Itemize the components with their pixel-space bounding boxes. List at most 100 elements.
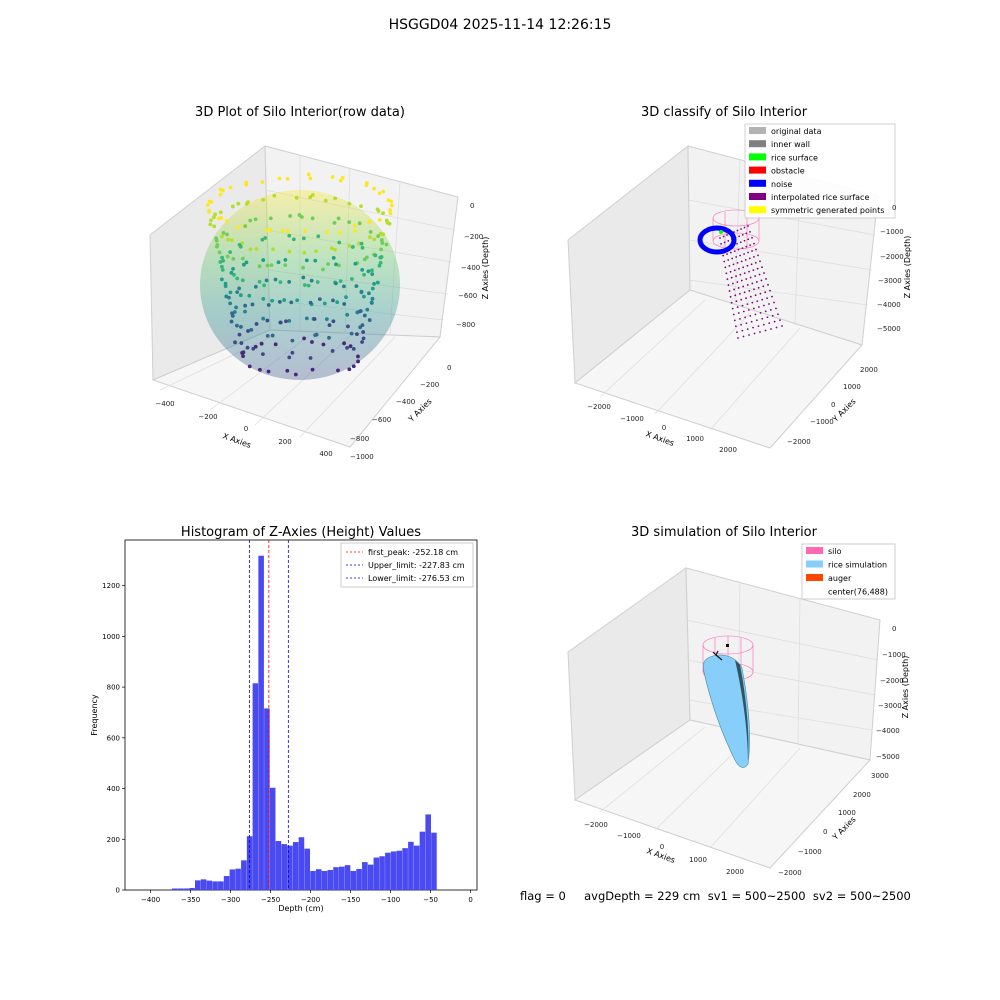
raw-point: [313, 258, 318, 263]
histogram-x-tick-label: −150: [341, 896, 360, 904]
raw-point: [358, 325, 363, 330]
histogram-bar: [350, 870, 357, 890]
interpolated-point: [726, 253, 728, 256]
raw-point: [269, 263, 274, 267]
interpolated-point: [745, 322, 748, 325]
histogram-bar: [333, 867, 339, 890]
raw-point: [347, 220, 352, 225]
interpolated-point: [760, 279, 763, 282]
raw-point: [332, 220, 337, 225]
interpolated-point: [751, 236, 753, 239]
sim-zlabel: Z Axies (Depth): [901, 656, 910, 719]
interpolated-point: [756, 267, 759, 270]
histogram-bar: [252, 683, 259, 890]
interpolated-point: [724, 266, 727, 269]
raw-point: [308, 176, 313, 181]
histogram-x-tick-label: −400: [141, 896, 160, 904]
raw-point: [360, 267, 365, 272]
interpolated-point: [740, 228, 742, 230]
interpolated-point: [739, 254, 742, 257]
raw-point: [353, 228, 357, 233]
raw-point: [356, 359, 360, 364]
legend-label: symmetric generated points: [771, 206, 884, 215]
raw-point: [326, 262, 330, 266]
raw-point: [327, 335, 331, 340]
raw-point: [216, 216, 221, 221]
raw-point: [302, 250, 307, 255]
raw-point: [354, 284, 359, 289]
histogram-bar: [425, 814, 431, 890]
interpolated-point: [736, 331, 738, 334]
interpolated-point: [766, 316, 769, 319]
interpolated-point: [729, 295, 732, 298]
raw-point: [248, 218, 253, 223]
raw-point: [261, 352, 265, 357]
raw-point: [221, 258, 226, 263]
histogram-bar: [367, 864, 374, 890]
histogram-x-tick-label: −200: [301, 896, 320, 904]
raw-point: [219, 277, 224, 282]
interpolated-point: [729, 270, 732, 273]
interpolated-point: [749, 230, 751, 233]
raw-point: [213, 212, 218, 217]
raw-ztick: −800: [456, 321, 475, 329]
classify-ztick: −5000: [877, 325, 901, 333]
interpolated-point: [751, 282, 754, 285]
raw-point: [229, 238, 234, 243]
raw-point: [388, 208, 392, 213]
raw-point: [207, 209, 211, 214]
raw-point: [336, 216, 341, 221]
raw-point: [235, 276, 240, 281]
sim-ytick: 0: [823, 828, 827, 836]
histogram-legend-label: Upper_limit: -227.83 cm: [368, 561, 465, 570]
raw-point: [356, 354, 360, 359]
histogram-legend-label: Lower_limit: -276.53 cm: [368, 574, 465, 583]
raw-point: [364, 183, 369, 188]
histogram-bar: [413, 845, 420, 890]
raw-point: [220, 267, 225, 272]
raw-point: [361, 336, 366, 341]
raw-point: [369, 300, 374, 305]
raw-point: [375, 280, 380, 285]
interpolated-point: [727, 284, 730, 286]
interpolated-point: [728, 265, 731, 267]
raw-point: [331, 298, 335, 303]
histogram-bar: [310, 870, 316, 890]
interpolated-point: [719, 237, 721, 239]
classify-zlabel: Z Axies (Depth): [903, 236, 912, 299]
raw-point: [218, 260, 223, 264]
interpolated-point: [736, 242, 738, 245]
raw-point: [329, 246, 334, 251]
histogram-title: Histogram of Z-Axies (Height) Values: [181, 525, 421, 540]
raw-point: [265, 333, 270, 338]
raw-point: [350, 245, 355, 249]
raw-point: [289, 300, 294, 305]
interpolated-point: [743, 272, 746, 275]
raw-point: [360, 340, 364, 344]
legend-label: interpolated rice surface: [771, 193, 869, 202]
sim-rice-shadow: [735, 660, 749, 762]
interpolated-point: [742, 310, 745, 313]
raw-point: [366, 269, 371, 274]
raw-point: [376, 209, 381, 213]
raw-point: [261, 316, 266, 321]
classify-xtick: 1000: [686, 435, 704, 443]
sim-ztick: −5000: [876, 753, 900, 761]
interpolated-point: [741, 233, 744, 236]
raw-point: [225, 232, 229, 237]
raw-point: [362, 257, 367, 262]
interpolated-point: [756, 300, 759, 302]
raw-point: [285, 229, 290, 234]
histogram-bar: [327, 869, 334, 890]
raw-point: [239, 324, 243, 329]
interpolated-point: [726, 234, 728, 236]
raw-point: [351, 346, 356, 351]
raw-ytick: −1000: [350, 453, 374, 461]
histogram-bar: [183, 888, 190, 890]
raw-point: [294, 195, 299, 200]
legend-swatch: [806, 547, 823, 554]
raw-xtick: −400: [155, 400, 174, 408]
raw-point: [224, 219, 229, 224]
histogram-bar: [396, 850, 403, 890]
